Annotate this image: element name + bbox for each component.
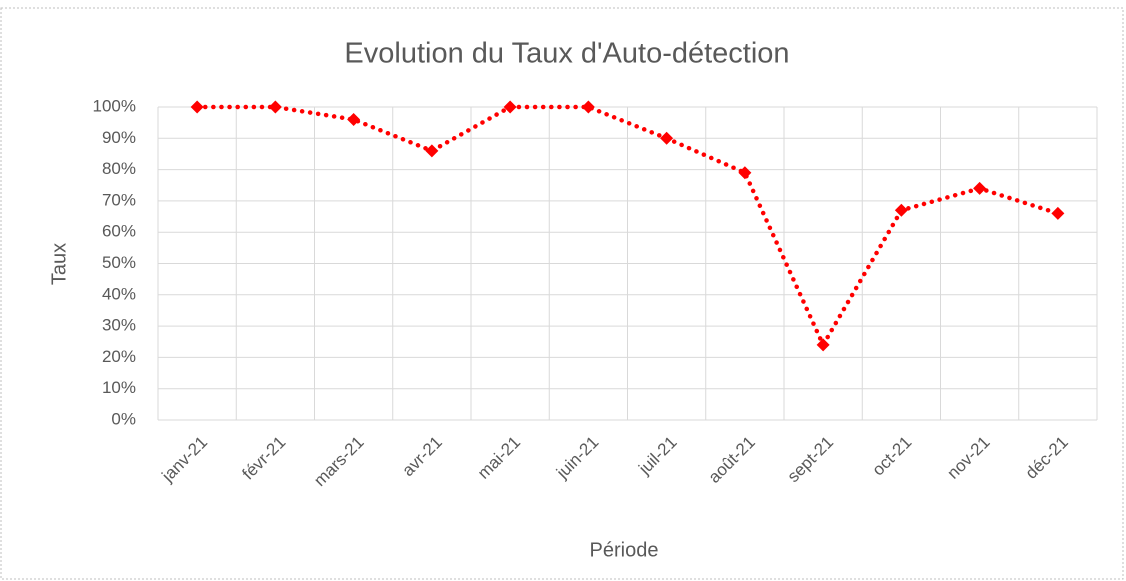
y-tick-label: 60% [102,222,136,241]
point-marker [973,181,987,195]
y-tick-label: 70% [102,190,136,209]
point-marker [660,131,674,145]
point-marker [894,203,908,217]
point-marker [190,100,204,114]
chart-frame [0,7,1124,580]
y-tick-label: 80% [102,159,136,178]
y-axis-label: Taux [48,243,70,285]
point-marker [738,166,752,180]
y-tick-label: 20% [102,347,136,366]
series-line [194,104,1061,350]
y-tick-label: 30% [102,316,136,335]
point-marker [581,100,595,114]
chart-title: Evolution du Taux d'Auto-détection [344,38,789,70]
y-tick-label: 40% [102,284,136,303]
point-marker [425,144,439,158]
y-tick-label: 10% [102,378,136,397]
point-marker [268,100,282,114]
point-marker [816,338,830,352]
y-tick-label: 0% [111,409,136,428]
point-marker [503,100,517,114]
y-tick-label: 50% [102,253,136,272]
y-tick-label: 100% [93,96,136,115]
y-tick-label: 90% [102,128,136,147]
x-axis-label: Période [590,539,659,561]
point-marker [347,113,361,127]
point-marker [1051,206,1065,220]
